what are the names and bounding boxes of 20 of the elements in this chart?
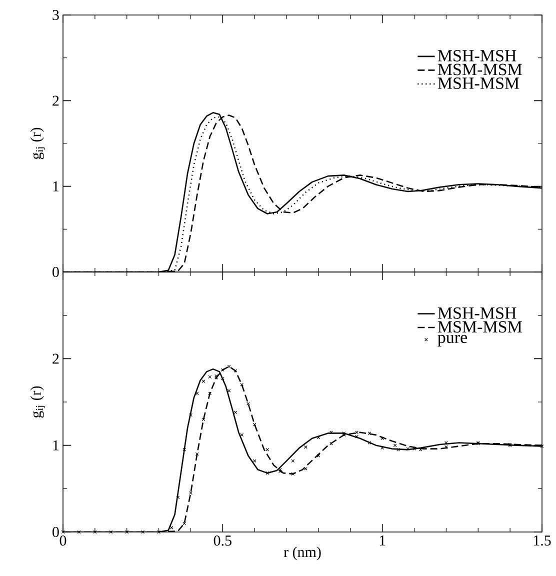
y-tick-label: 1	[53, 440, 59, 450]
y-tick-label: 0	[52, 526, 59, 538]
y-tick-label: 3	[52, 10, 59, 20]
legend-label: MSM-MSM	[438, 321, 522, 333]
y-tick-label: 1	[53, 181, 59, 192]
x-axis-title: r (nm)	[284, 546, 321, 560]
legend-label: pure	[438, 334, 468, 347]
legend-label: MSH-MSM	[438, 78, 520, 89]
y-axis-title: g$_{ij}$ (r)	[30, 128, 46, 160]
y-tick-label: 2	[52, 96, 59, 106]
y-tick-label: 2	[52, 354, 59, 364]
x-tick-label: 1.5	[534, 536, 551, 546]
y-axis-title: g$_{ij}$ (r)	[30, 386, 46, 418]
x-tick-label: 0.5	[214, 536, 232, 546]
legend-label: MSM-MSM	[438, 64, 522, 76]
y-tick-label: 0	[52, 266, 59, 278]
x-tick-label: 0	[60, 536, 66, 546]
legend-label: MSH-MSH	[438, 307, 516, 319]
legend-label: MSH-MSH	[438, 50, 516, 62]
x-tick-label: 1	[380, 536, 386, 546]
